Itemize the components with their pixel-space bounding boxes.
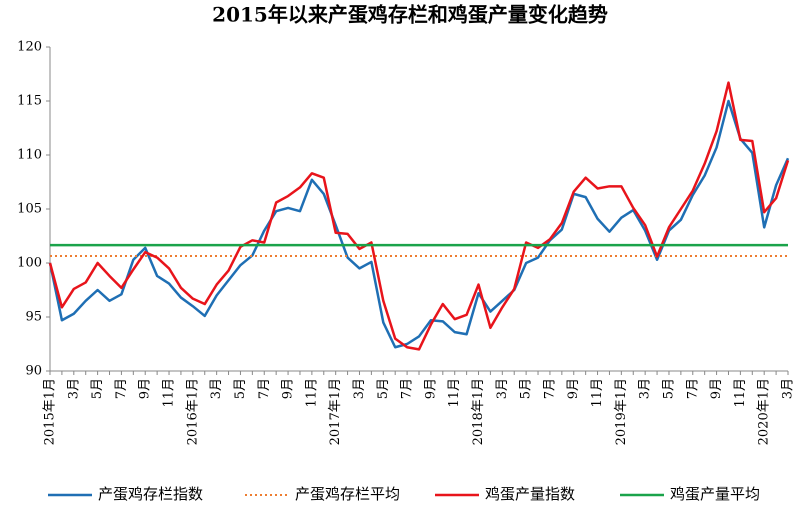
x-tick-label: 5月 <box>233 378 248 399</box>
x-tick-label: 11月 <box>304 378 319 408</box>
y-tick-label: 90 <box>25 364 42 379</box>
x-tick-label: 9月 <box>566 378 581 399</box>
x-tick-label: 2017年1月 <box>328 378 343 445</box>
x-tick-label: 2016年1月 <box>185 378 200 445</box>
legend-label: 产蛋鸡存栏指数 <box>98 485 203 503</box>
x-tick-label: 3月 <box>638 378 653 399</box>
x-tick-label: 2015年1月 <box>43 378 58 445</box>
x-tick-label: 7月 <box>542 378 557 399</box>
y-tick-label: 110 <box>17 148 42 163</box>
x-tick-label: 3月 <box>352 378 367 399</box>
x-tick-label: 5月 <box>90 378 105 399</box>
line-series <box>48 81 790 351</box>
x-tick-label: 11月 <box>447 378 462 408</box>
legend-label: 鸡蛋产量指数 <box>485 485 575 503</box>
x-tick-label: 5月 <box>661 378 676 399</box>
x-tick-label: 9月 <box>281 378 296 399</box>
x-tick-label: 2019年1月 <box>614 378 629 445</box>
x-tick-label: 3月 <box>781 378 796 399</box>
x-tick-label: 5月 <box>376 378 391 399</box>
x-tick-label: 3月 <box>209 378 224 399</box>
y-tick-label: 115 <box>17 94 42 109</box>
x-tick-label: 3月 <box>66 378 81 399</box>
x-tick-label: 3月 <box>495 378 510 399</box>
x-tick-label: 2018年1月 <box>471 378 486 445</box>
x-tick-label: 9月 <box>423 378 438 399</box>
x-tick-label: 7月 <box>257 378 272 399</box>
y-tick-label: 120 <box>17 40 42 55</box>
legend-label: 鸡蛋产量平均 <box>670 485 760 503</box>
chart-title: 2015年以来产蛋鸡存栏和鸡蛋产量变化趋势 <box>212 3 608 27</box>
x-tick-label: 11月 <box>162 378 177 408</box>
x-tick-label: 7月 <box>114 378 129 399</box>
x-tick-label: 11月 <box>733 378 748 408</box>
x-tick-label: 9月 <box>138 378 153 399</box>
y-tick-label: 95 <box>25 310 42 325</box>
x-tick-label: 2020年1月 <box>757 378 772 445</box>
x-tick-label: 9月 <box>709 378 724 399</box>
y-tick-label: 100 <box>17 256 42 271</box>
y-tick-label: 105 <box>17 202 42 217</box>
x-tick-label: 5月 <box>519 378 534 399</box>
line-series <box>48 99 790 349</box>
legend-label: 产蛋鸡存栏平均 <box>295 485 400 503</box>
x-tick-label: 7月 <box>400 378 415 399</box>
x-tick-label: 11月 <box>590 378 605 408</box>
x-tick-label: 7月 <box>685 378 700 399</box>
